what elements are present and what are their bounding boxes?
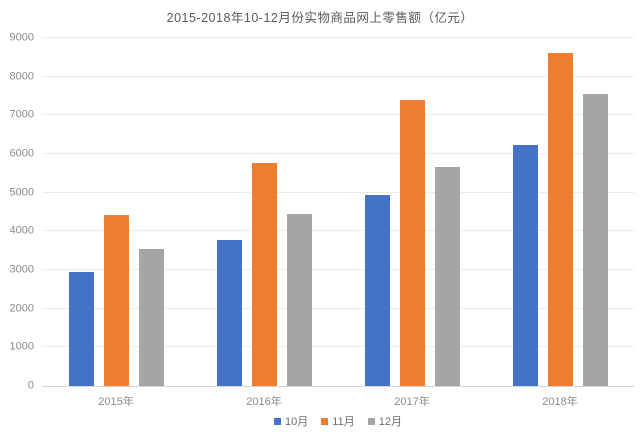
y-tick-label: 6000 <box>9 147 34 160</box>
x-tick-label: 2018年 <box>542 396 578 408</box>
legend-label: 11月 <box>332 416 355 428</box>
bar-2018年-11月 <box>547 53 573 386</box>
y-tick-label: 1000 <box>9 340 34 353</box>
gridline <box>42 307 634 309</box>
bar-2016年-12月 <box>286 213 312 386</box>
bars-container <box>42 38 634 386</box>
bar-2016年-11月 <box>251 163 277 386</box>
bar-2018年-10月 <box>512 145 538 386</box>
gridline <box>42 269 634 270</box>
bar-group-2017年 <box>338 38 486 386</box>
gridline <box>42 114 634 116</box>
legend-item-10月: 10月 <box>274 413 308 429</box>
gridline <box>42 191 634 193</box>
gridline <box>42 230 634 232</box>
bar-2017年-10月 <box>364 194 390 386</box>
bar-2018年-12月 <box>582 94 608 386</box>
bar-2017年-12月 <box>434 167 460 386</box>
legend-item-11月: 11月 <box>321 413 355 429</box>
x-axis: 2015年 2016年 2017年 2018年 <box>42 387 634 409</box>
legend-item-12月: 12月 <box>367 413 402 429</box>
y-tick-label: 5000 <box>9 186 34 199</box>
legend-swatch-icon <box>367 417 375 425</box>
y-tick-label: 9000 <box>9 31 34 44</box>
y-tick-label: 7000 <box>9 108 34 121</box>
plot-area: 0 1000 2000 3000 4000 5000 6000 7000 8000 9000 <box>10 32 634 391</box>
gridline <box>42 346 634 348</box>
gridline <box>42 37 634 38</box>
bar-2017年-11月 <box>399 99 425 386</box>
bar-2015年-11月 <box>103 215 129 386</box>
gridline <box>42 75 634 77</box>
x-tick-label: 2016年 <box>246 396 282 408</box>
gridline <box>42 153 634 154</box>
bar-group-2016年 <box>190 38 338 386</box>
y-tick-label: 3000 <box>9 263 34 276</box>
bar-group-2015年 <box>42 38 190 386</box>
legend: 10月 11月 12月 <box>42 413 634 429</box>
y-tick-label: 4000 <box>9 224 34 237</box>
bar-2015年-10月 <box>68 271 94 386</box>
bar-2016年-10月 <box>216 240 242 386</box>
legend-label: 12月 <box>378 416 402 428</box>
y-tick-label: 2000 <box>9 302 34 315</box>
legend-swatch-icon <box>274 417 282 425</box>
x-tick-label: 2015年 <box>98 396 134 408</box>
y-tick-label: 8000 <box>9 70 34 83</box>
legend-swatch-icon <box>321 417 329 425</box>
chart-title: 2015-2018年10-12月份实物商品网上零售额（亿元） <box>166 11 474 25</box>
bar-group-2018年 <box>486 38 634 386</box>
legend-label: 10月 <box>285 416 309 428</box>
bar-2015年-12月 <box>138 248 164 386</box>
x-tick-label: 2017年 <box>394 396 430 408</box>
y-tick-label: 0 <box>27 379 34 392</box>
